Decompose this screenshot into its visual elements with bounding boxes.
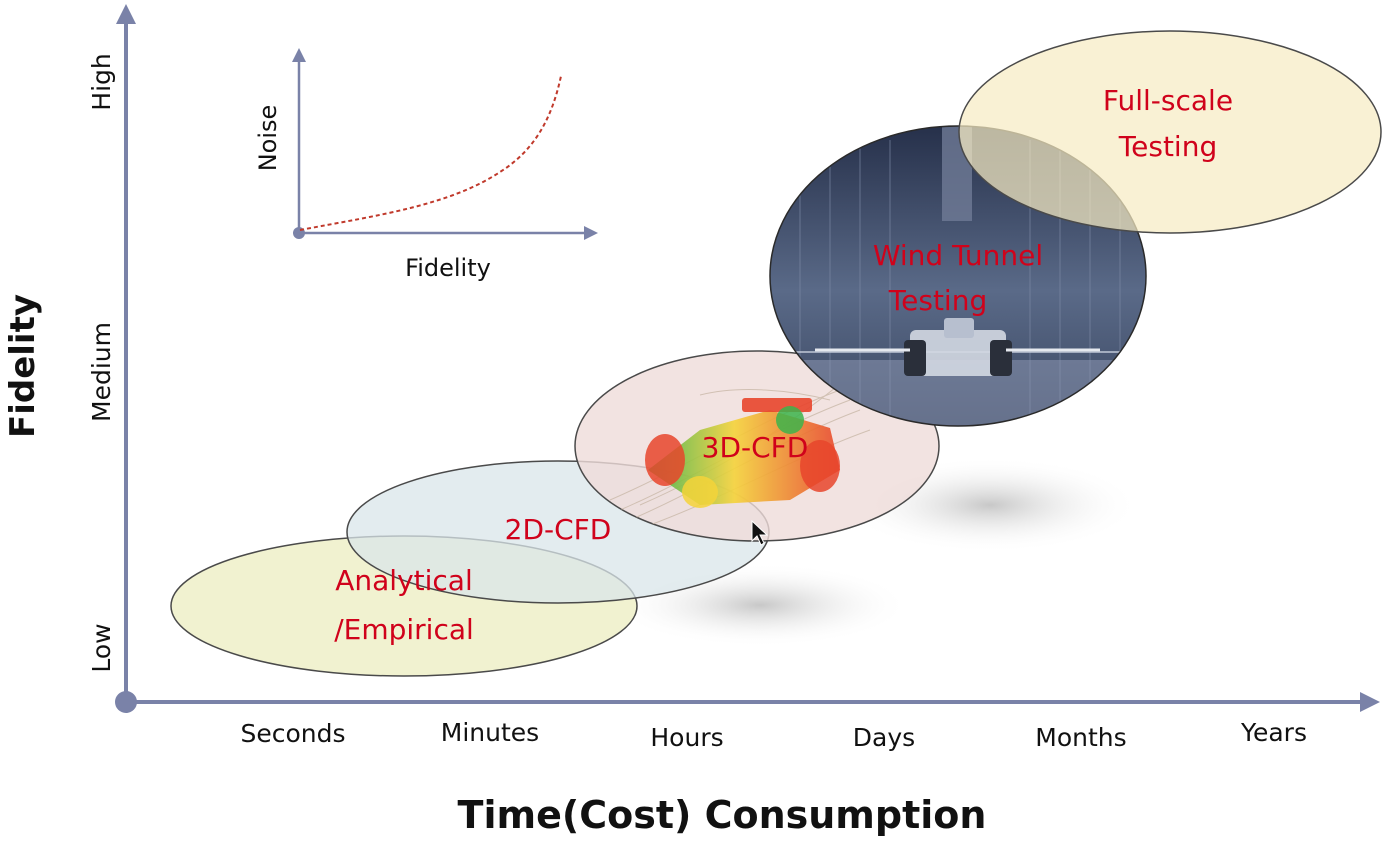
label-wind-tunnel-line1: Wind Tunnel <box>873 239 1043 272</box>
y-axis-title: Fidelity <box>3 294 43 438</box>
inset-x-arrow <box>584 226 598 240</box>
y-level-medium: Medium <box>87 322 116 422</box>
label-full-scale-line1: Full-scale <box>1103 84 1233 117</box>
region-full-scale <box>958 30 1382 234</box>
axes <box>115 4 1380 713</box>
x-tick-hours: Hours <box>650 723 723 752</box>
wind-tunnel-outline <box>769 125 1147 427</box>
inset-noise-curve <box>299 75 562 231</box>
label-full-scale-line2: Testing <box>1118 130 1217 163</box>
mouse-cursor-icon <box>751 519 769 546</box>
y-level-low: Low <box>87 623 116 672</box>
origin-dot <box>115 691 137 713</box>
x-tick-seconds: Seconds <box>240 719 345 748</box>
x-tick-minutes: Minutes <box>441 718 539 747</box>
label-3d-cfd: 3D-CFD <box>702 431 809 464</box>
inset-y-arrow <box>292 48 306 62</box>
label-analytical-line1: Analytical <box>335 564 473 597</box>
label-wind-tunnel-line2: Testing <box>888 284 987 317</box>
y-axis-arrow <box>116 4 136 24</box>
ellipse-full-scale <box>958 30 1382 234</box>
x-tick-months: Months <box>1035 723 1126 752</box>
x-tick-days: Days <box>853 723 915 752</box>
cfd-car-illustration <box>609 379 871 526</box>
x-axis-title: Time(Cost) Consumption <box>458 793 987 837</box>
x-axis-arrow <box>1360 692 1380 712</box>
inset-x-label: Fidelity <box>405 254 491 282</box>
label-analytical-line2: /Empirical <box>334 613 474 646</box>
x-tick-years: Years <box>1240 718 1307 747</box>
y-level-high: High <box>87 53 116 110</box>
inset-y-label: Noise <box>254 105 282 172</box>
label-2d-cfd: 2D-CFD <box>505 513 612 546</box>
inset-noise-chart: Noise Fidelity <box>254 48 598 282</box>
